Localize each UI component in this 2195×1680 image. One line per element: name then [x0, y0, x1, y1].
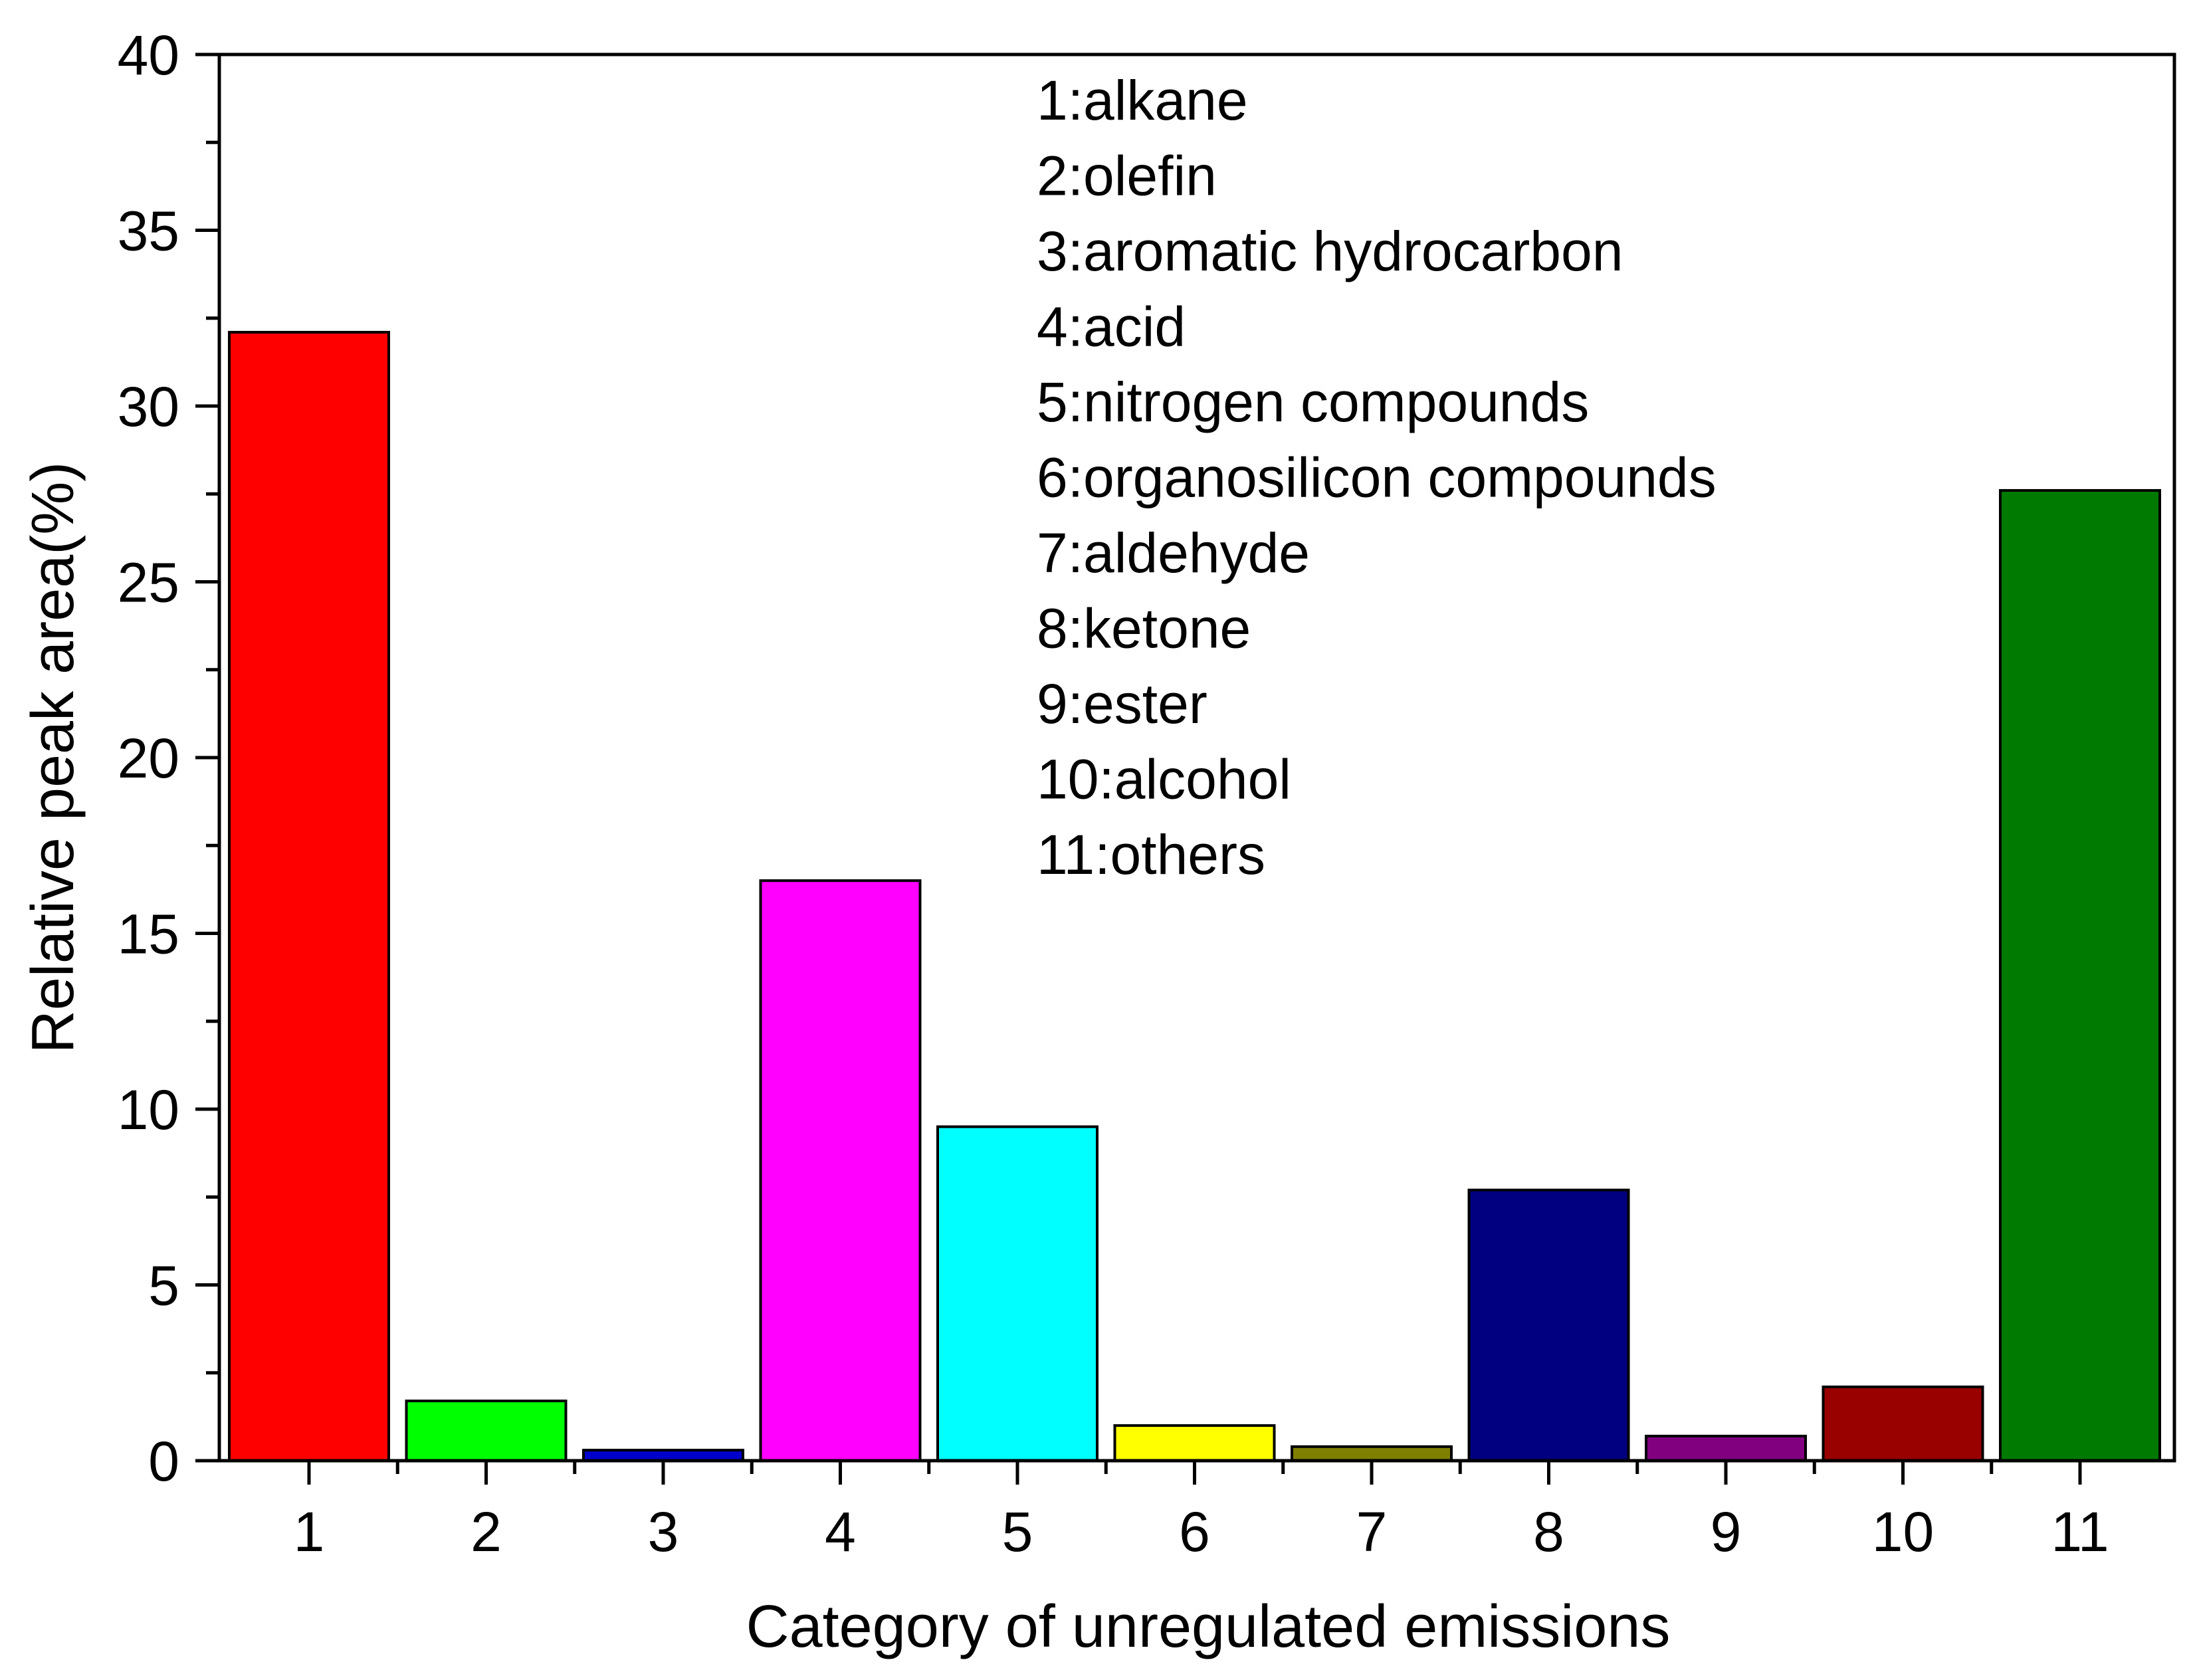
x-tick-label: 3 [648, 1501, 679, 1563]
category-key-item: 11:others [1037, 823, 1265, 886]
y-tick-label: 10 [118, 1079, 179, 1141]
bar-2 [405, 1400, 568, 1463]
y-axis: 0 5 10 15 20 25 30 35 40 [118, 24, 219, 1493]
y-axis-label: Relative peak area(%) [20, 462, 86, 1053]
bar-1 [228, 330, 390, 1462]
category-key-item: 5:nitrogen compounds [1037, 371, 1589, 433]
category-key-item: 4:acid [1037, 296, 1186, 358]
x-tick-label: 10 [1872, 1501, 1934, 1563]
y-tick-label: 5 [148, 1255, 179, 1317]
bar-7 [1291, 1445, 1453, 1463]
y-tick-label: 40 [118, 24, 179, 86]
bar-5 [936, 1125, 1098, 1462]
bar-10 [1822, 1385, 1984, 1462]
category-key-item: 10:alcohol [1037, 748, 1291, 811]
category-key-item: 6:organosilicon compounds [1037, 447, 1717, 509]
category-key-item: 8:ketone [1037, 597, 1251, 660]
bars-layer [228, 330, 2161, 1463]
category-key-item: 7:aldehyde [1037, 522, 1310, 584]
bar-8 [1467, 1188, 1630, 1463]
category-key-item: 2:olefin [1037, 145, 1217, 207]
category-key: 1:alkane 2:olefin 3:aromatic hydrocarbon 4:… [1037, 69, 1717, 886]
bar-4 [759, 879, 922, 1462]
x-tick-label: 2 [470, 1501, 502, 1563]
x-tick-label: 4 [825, 1501, 856, 1563]
y-tick-label: 25 [118, 552, 179, 614]
y-tick-label: 35 [118, 200, 179, 262]
x-tick-label: 11 [2051, 1501, 2109, 1563]
x-tick-label: 5 [1002, 1501, 1033, 1563]
bar-11 [1999, 488, 2161, 1463]
y-tick-label: 15 [118, 903, 179, 966]
bar-6 [1113, 1424, 1276, 1463]
y-tick-label: 30 [118, 375, 179, 438]
x-tick-label: 7 [1356, 1501, 1388, 1563]
x-tick-label: 1 [294, 1501, 325, 1563]
category-key-item: 3:aromatic hydrocarbon [1037, 220, 1623, 282]
x-tick-label: 6 [1179, 1501, 1210, 1563]
x-axis: 1 2 3 4 5 6 7 8 9 10 11 [294, 1461, 2109, 1563]
x-tick-label: 8 [1533, 1501, 1564, 1563]
x-axis-label: Category of unregulated emissions [746, 1594, 1671, 1660]
x-tick-label: 9 [1711, 1501, 1742, 1563]
category-key-item: 1:alkane [1037, 69, 1248, 132]
y-tick-label: 20 [118, 727, 179, 789]
y-tick-label: 0 [148, 1430, 179, 1493]
bar-9 [1645, 1434, 1807, 1462]
category-key-item: 9:ester [1037, 673, 1207, 735]
